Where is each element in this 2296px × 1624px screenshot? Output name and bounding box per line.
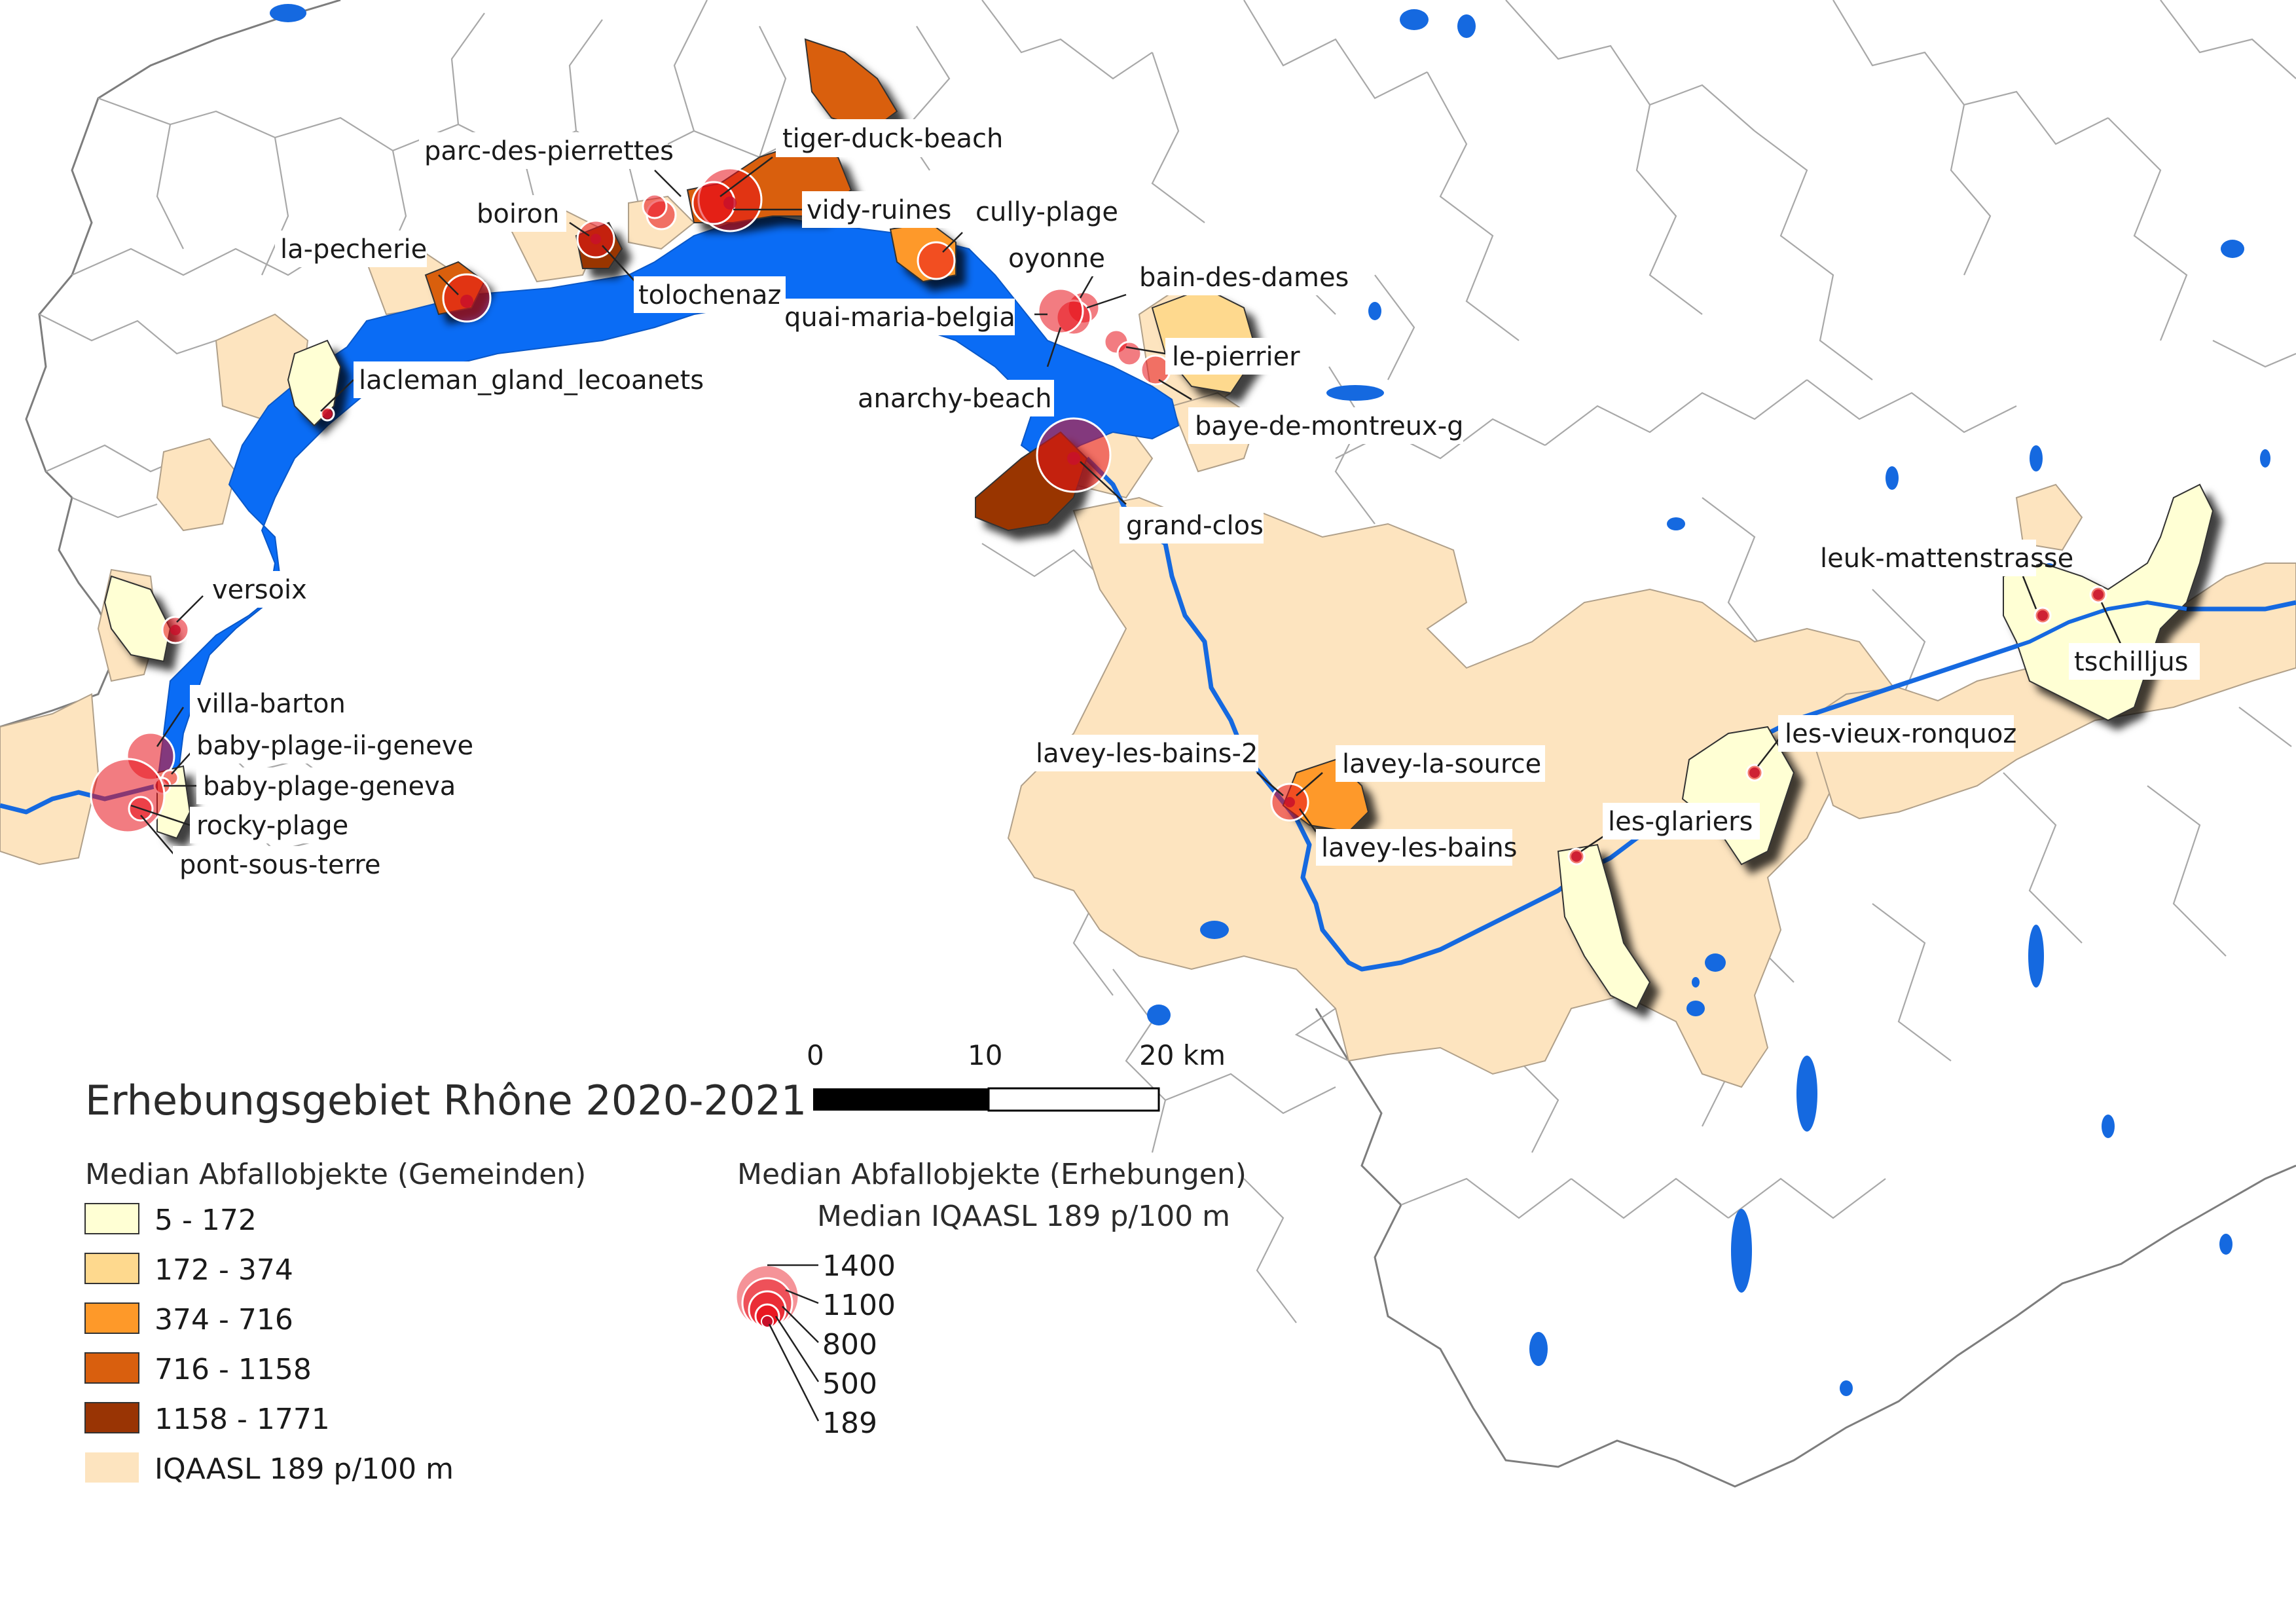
legend-class-5: 1158 - 1771 xyxy=(84,1402,330,1436)
svg-text:lacleman_gland_lecoanets: lacleman_gland_lecoanets xyxy=(359,365,704,396)
svg-text:pont-sous-terre: pont-sous-terre xyxy=(179,850,380,880)
survey-marker-cores xyxy=(170,196,2104,862)
svg-text:villa-barton: villa-barton xyxy=(196,689,346,719)
svg-text:lavey-la-source: lavey-la-source xyxy=(1342,749,1541,779)
svg-text:lavey-les-bains-2: lavey-les-bains-2 xyxy=(1036,739,1258,769)
label-boiron: boiron xyxy=(471,195,566,232)
svg-text:800: 800 xyxy=(822,1328,877,1361)
svg-text:le-pierrier: le-pierrier xyxy=(1172,342,1300,372)
scale-bar: 0 10 20 km xyxy=(807,1039,1226,1112)
svg-text:IQAASL 189 p/100 m: IQAASL 189 p/100 m xyxy=(155,1452,454,1486)
legend-erhebungen-sub: Median IQAASL 189 p/100 m xyxy=(817,1200,1230,1233)
svg-text:les-glariers: les-glariers xyxy=(1608,807,1753,837)
label-lavey-les-bains: lavey-les-bains xyxy=(1316,829,1518,866)
svg-text:baye-de-montreux-g: baye-de-montreux-g xyxy=(1195,411,1464,441)
label-versoix: versoix xyxy=(207,571,312,608)
svg-text:lavey-les-bains: lavey-les-bains xyxy=(1321,833,1518,863)
label-le-pierrier: le-pierrier xyxy=(1165,338,1303,375)
svg-text:quai-maria-belgia: quai-maria-belgia xyxy=(784,303,1015,333)
label-quai-maria-belgia: quai-maria-belgia xyxy=(779,299,1015,335)
label-tschilljus: tschilljus xyxy=(2069,643,2200,680)
svg-text:1158 - 1771: 1158 - 1771 xyxy=(155,1403,330,1436)
legend-class-3: 374 - 716 xyxy=(84,1302,293,1337)
svg-text:374 - 716: 374 - 716 xyxy=(155,1303,293,1337)
svg-text:baby-plage-geneva: baby-plage-geneva xyxy=(203,771,456,802)
svg-text:cully-plage: cully-plage xyxy=(975,197,1118,227)
svg-text:5 - 172: 5 - 172 xyxy=(155,1204,257,1237)
svg-text:716 - 1158: 716 - 1158 xyxy=(155,1353,312,1386)
legend-class-1: 5 - 172 xyxy=(84,1203,257,1237)
survey-markers xyxy=(90,167,2107,866)
label-la-pecherie: la-pecherie xyxy=(275,231,427,267)
label-grand-clos: grand-clos xyxy=(1120,507,1264,544)
svg-text:20 km: 20 km xyxy=(1139,1039,1226,1071)
svg-text:versoix: versoix xyxy=(212,575,307,605)
label-vidy-ruines: vidy-ruines xyxy=(802,191,953,228)
svg-text:rocky-plage: rocky-plage xyxy=(196,811,348,841)
site-labels: tiger-duck-beach parc-des-pierrettes vid… xyxy=(173,119,2200,883)
legend-title: Erhebungsgebiet Rhône 2020-2021 xyxy=(85,1077,807,1124)
legend-gemeinden-heading: Median Abfallobjekte (Gemeinden) xyxy=(85,1158,586,1191)
svg-text:les-vieux-ronquoz: les-vieux-ronquoz xyxy=(1785,719,2016,749)
legend-class-iqaasl: IQAASL 189 p/100 m xyxy=(85,1452,454,1486)
legend-erhebungen-heading: Median Abfallobjekte (Erhebungen) xyxy=(737,1158,1247,1191)
label-les-glariers: les-glariers xyxy=(1603,803,1760,840)
legend-size-symbols: 1400 1100 800 500 189 xyxy=(735,1249,896,1440)
label-pont-sous-terre: pont-sous-terre xyxy=(173,846,389,883)
label-baby-plage-ii-geneve: baby-plage-ii-geneve xyxy=(190,727,473,764)
label-tiger-duck-beach: tiger-duck-beach xyxy=(776,119,1003,157)
svg-text:tolochenaz: tolochenaz xyxy=(638,280,782,310)
svg-text:10: 10 xyxy=(968,1039,1002,1071)
label-oyonne: oyonne xyxy=(1002,240,1106,276)
svg-text:172 - 374: 172 - 374 xyxy=(155,1253,293,1287)
label-les-vieux-ronquoz: les-vieux-ronquoz xyxy=(1778,715,2016,752)
label-leuk-mattenstrasse: leuk-mattenstrasse xyxy=(1813,540,2073,576)
svg-text:1100: 1100 xyxy=(822,1289,896,1322)
label-villa-barton: villa-barton xyxy=(190,685,347,722)
svg-text:1400: 1400 xyxy=(822,1249,896,1283)
label-baye-de-montreux-g: baye-de-montreux-g xyxy=(1188,407,1464,444)
small-lakes xyxy=(270,4,2270,1396)
svg-text:tiger-duck-beach: tiger-duck-beach xyxy=(782,124,1003,154)
svg-text:tschilljus: tschilljus xyxy=(2074,647,2189,677)
muni-5-172-leuk xyxy=(2003,483,2214,722)
svg-text:0: 0 xyxy=(807,1039,824,1071)
muni-5-172-glariers xyxy=(1557,843,1651,1010)
label-rocky-plage: rocky-plage xyxy=(190,807,354,843)
label-anarchy-beach: anarchy-beach xyxy=(851,380,1054,416)
svg-text:189: 189 xyxy=(822,1407,877,1440)
label-leader-lines xyxy=(130,157,2123,858)
label-parc-des-pierrettes: parc-des-pierrettes xyxy=(419,132,674,169)
label-tolochenaz: tolochenaz xyxy=(634,276,786,313)
legend-class-2: 172 - 374 xyxy=(84,1253,293,1287)
svg-text:vidy-ruines: vidy-ruines xyxy=(807,195,951,225)
muni-5-172-versoix xyxy=(103,575,172,663)
svg-text:baby-plage-ii-geneve: baby-plage-ii-geneve xyxy=(196,731,473,761)
label-cully-plage: cully-plage xyxy=(969,193,1120,230)
svg-text:bain-des-dames: bain-des-dames xyxy=(1139,263,1349,293)
legend: Erhebungsgebiet Rhône 2020-2021 Median A… xyxy=(84,1077,1247,1486)
svg-text:grand-clos: grand-clos xyxy=(1126,511,1264,541)
svg-text:leuk-mattenstrasse: leuk-mattenstrasse xyxy=(1820,544,2073,574)
rhone-river-upper-overlay xyxy=(1793,600,2187,722)
svg-text:500: 500 xyxy=(822,1367,877,1401)
legend-class-4: 716 - 1158 xyxy=(84,1352,312,1386)
svg-text:parc-des-pierrettes: parc-des-pierrettes xyxy=(424,136,674,166)
label-lavey-les-bains-2: lavey-les-bains-2 xyxy=(1029,735,1258,771)
svg-text:anarchy-beach: anarchy-beach xyxy=(858,384,1052,414)
svg-text:la-pecherie: la-pecherie xyxy=(280,234,427,265)
label-lacleman-gland-lecoanets: lacleman_gland_lecoanets xyxy=(354,361,704,398)
label-baby-plage-geneva: baby-plage-geneva xyxy=(196,767,456,804)
label-bain-des-dames: bain-des-dames xyxy=(1133,259,1349,295)
label-lavey-la-source: lavey-la-source xyxy=(1336,745,1545,782)
svg-text:oyonne: oyonne xyxy=(1008,244,1105,274)
svg-text:boiron: boiron xyxy=(477,199,559,229)
